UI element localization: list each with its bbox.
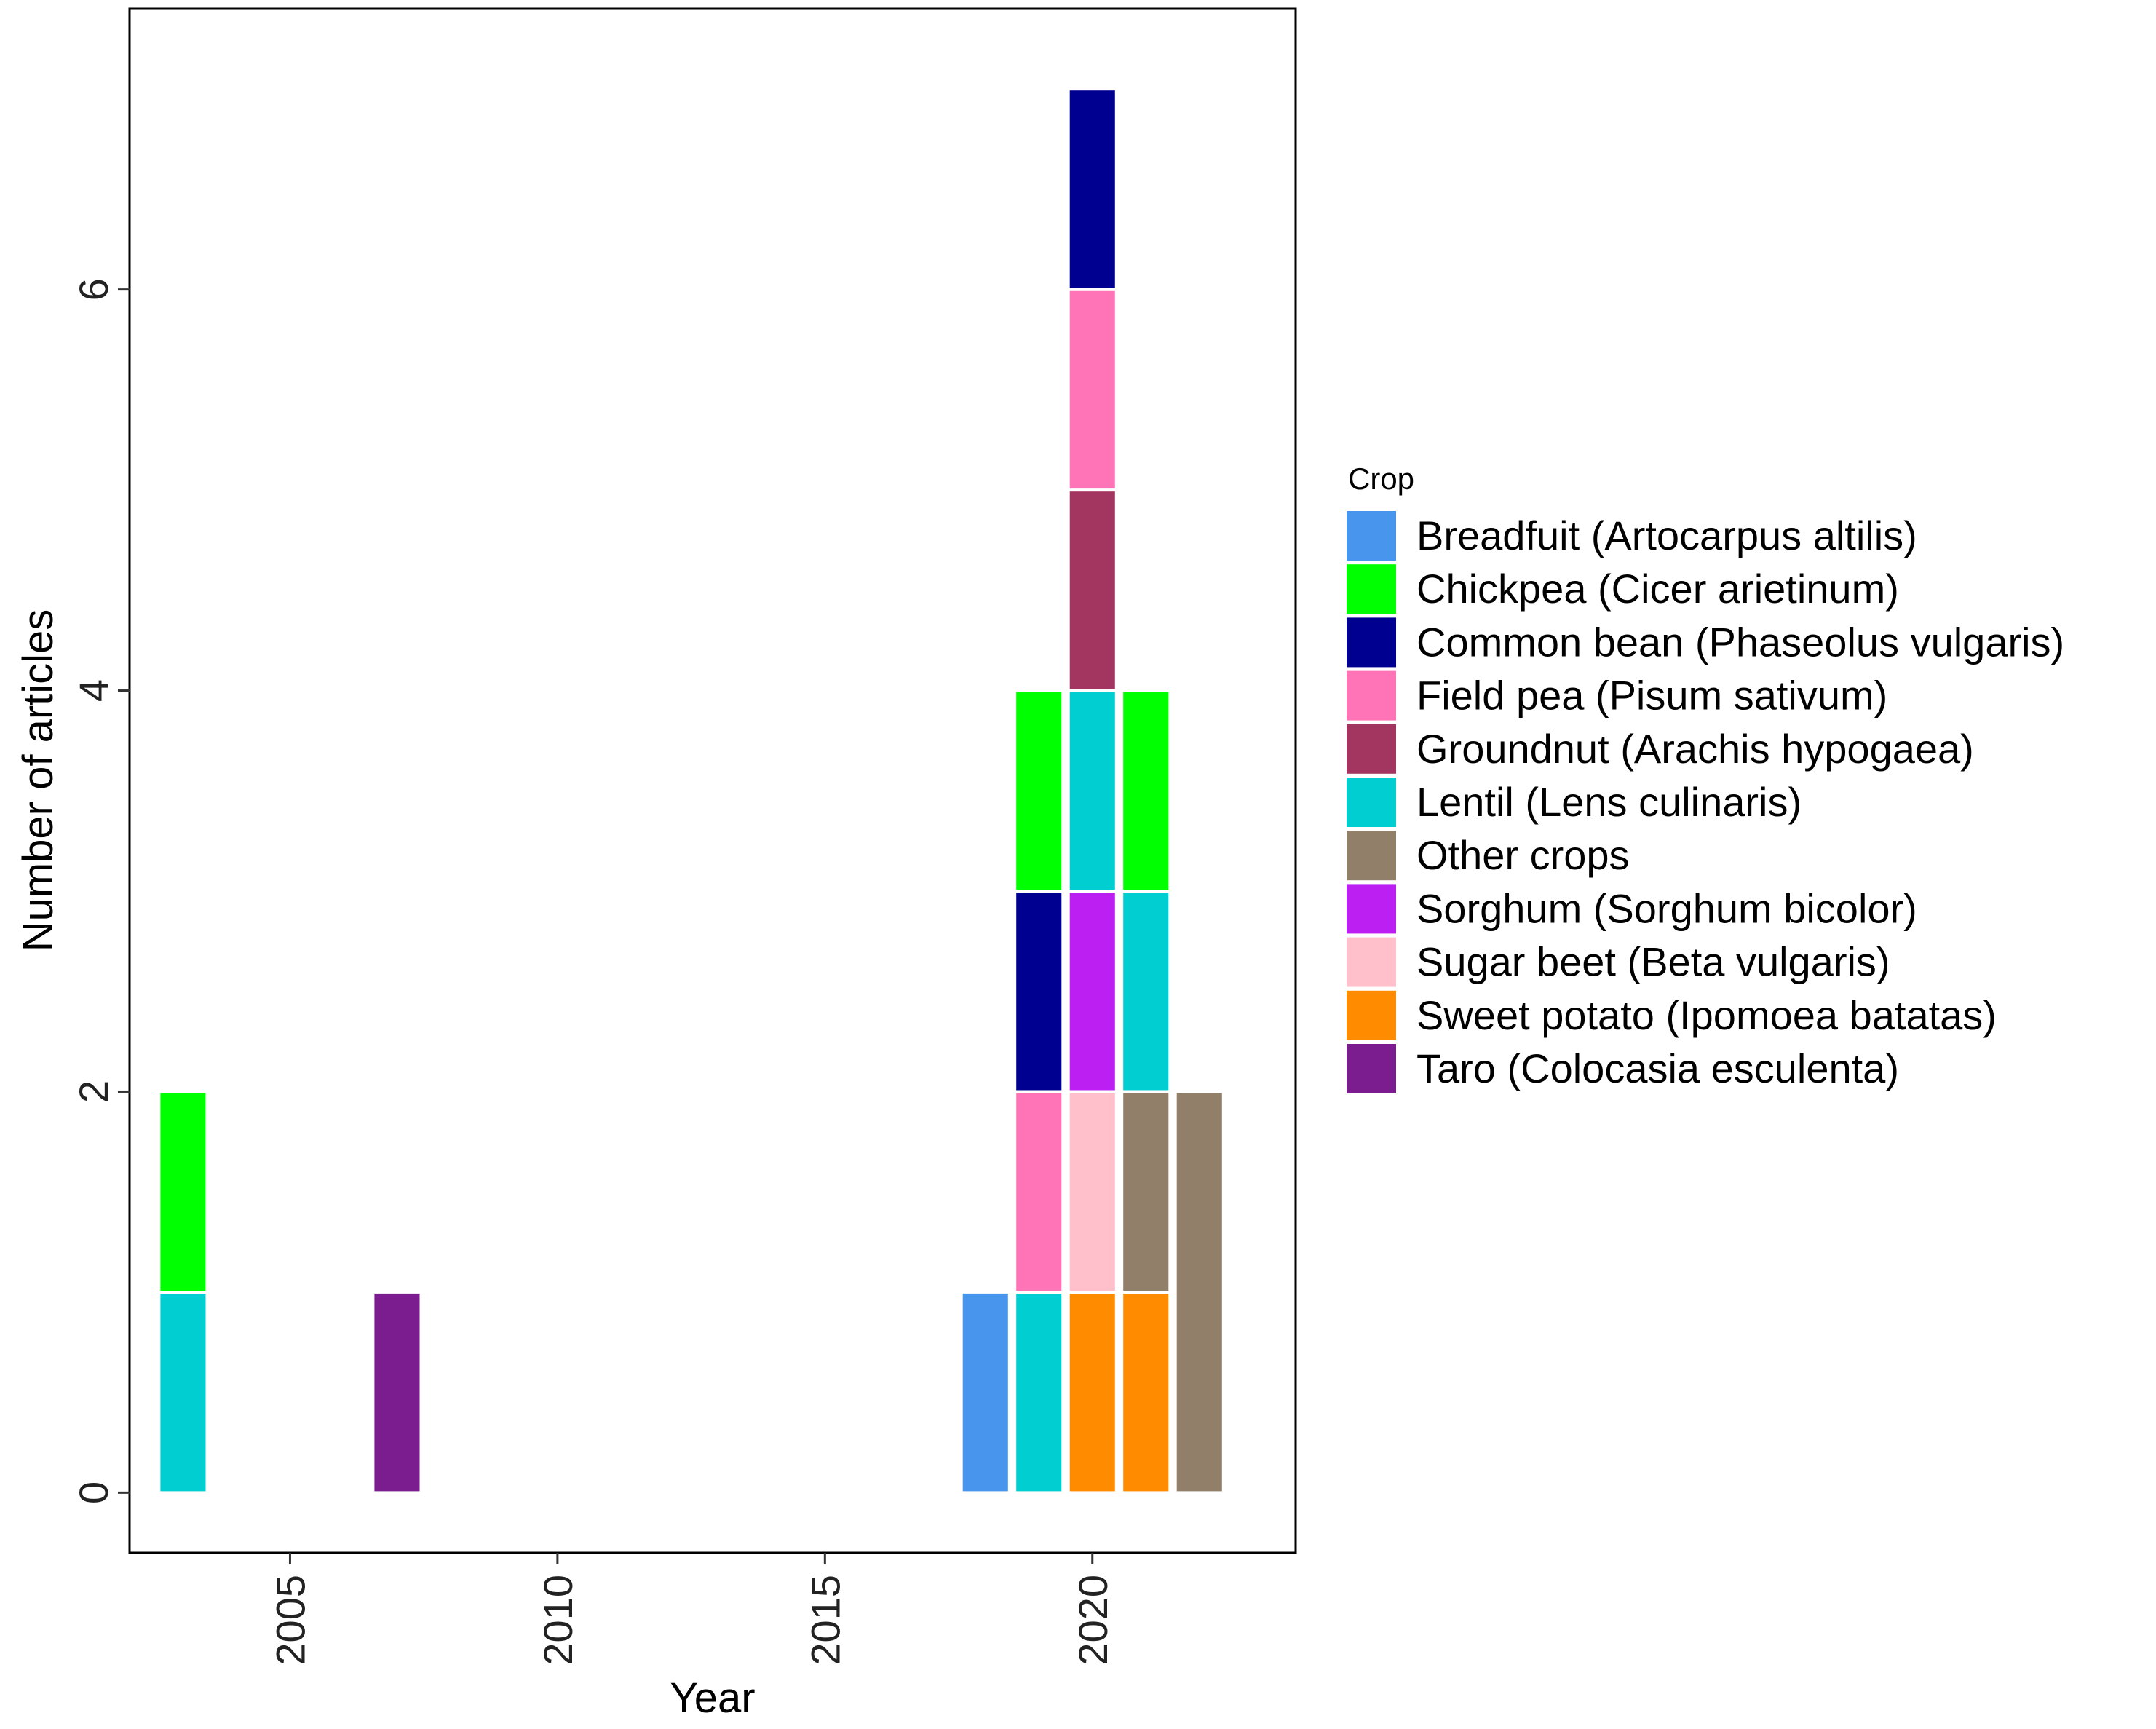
legend: Breadfuit (Artocarpus altilis) Chickpea (… bbox=[1347, 511, 2064, 1093]
bar-segment-2021-lentil bbox=[1120, 890, 1172, 1093]
legend-key-breadfruit bbox=[1347, 511, 1396, 561]
x-axis-title: Year bbox=[670, 1674, 755, 1722]
bar-segment-2020-sugar_beet bbox=[1066, 1090, 1118, 1294]
bar-segment-2019-lentil bbox=[1013, 1290, 1065, 1495]
y-tick-label-2: 2 bbox=[71, 1080, 116, 1103]
bar-segment-2020-sorghum bbox=[1066, 890, 1118, 1093]
legend-label-taro: Taro (Colocasia esculenta) bbox=[1416, 1045, 1899, 1091]
bar-segment-2020-common_bean bbox=[1066, 87, 1118, 291]
legend-label-lentil: Lentil (Lens culinaris) bbox=[1416, 779, 1802, 825]
legend-label-sweet_potato: Sweet potato (Ipomoea batatas) bbox=[1416, 992, 1997, 1038]
legend-label-sugar_beet: Sugar beet (Beta vulgaris) bbox=[1416, 939, 1890, 985]
bar-segment-2020-lentil bbox=[1066, 689, 1118, 893]
bar-segment-2022-other bbox=[1173, 1090, 1225, 1495]
legend-key-chickpea bbox=[1347, 564, 1396, 614]
bar-segment-2021-chickpea bbox=[1120, 689, 1172, 893]
bar-segment-2020-groundnut bbox=[1066, 488, 1118, 692]
y-tick-label-4: 4 bbox=[71, 679, 116, 702]
bar-segment-2003-chickpea bbox=[157, 1090, 209, 1294]
bar-segment-2019-chickpea bbox=[1013, 689, 1065, 893]
bar-segment-2019-field_pea bbox=[1013, 1090, 1065, 1294]
bar-segment-2021-sweet_potato bbox=[1120, 1290, 1172, 1495]
y-tick-label-0: 0 bbox=[71, 1481, 116, 1504]
legend-key-sugar_beet bbox=[1347, 937, 1396, 987]
legend-title: Crop bbox=[1348, 462, 1414, 496]
legend-key-groundnut bbox=[1347, 724, 1396, 774]
axis-ticks: 2005 2010 2015 2020 0 2 4 6 bbox=[71, 278, 1116, 1666]
legend-label-chickpea: Chickpea (Cicer arietinum) bbox=[1416, 566, 1899, 612]
legend-key-common_bean bbox=[1347, 617, 1396, 668]
y-axis-title: Number of articles bbox=[15, 609, 62, 952]
legend-label-sorghum: Sorghum (Sorghum bicolor) bbox=[1416, 885, 1917, 931]
legend-key-other bbox=[1347, 831, 1396, 881]
legend-label-common_bean: Common bean (Phaseolus vulgaris) bbox=[1416, 619, 2064, 665]
plot-panel-border bbox=[128, 7, 1297, 1554]
legend-label-other: Other crops bbox=[1416, 832, 1630, 878]
legend-label-breadfruit: Breadfuit (Artocarpus altilis) bbox=[1416, 513, 1917, 558]
y-tick-label-6: 6 bbox=[71, 278, 116, 301]
bar-segment-2019-common_bean bbox=[1013, 890, 1065, 1093]
x-tick-label-2010: 2010 bbox=[535, 1575, 581, 1666]
legend-label-groundnut: Groundnut (Arachis hypogaea) bbox=[1416, 726, 1974, 772]
bars-layer bbox=[157, 87, 1225, 1495]
x-tick-label-2015: 2015 bbox=[802, 1575, 848, 1666]
bar-segment-2018-breadfruit bbox=[959, 1290, 1011, 1495]
bar-segment-2007-taro bbox=[371, 1290, 423, 1495]
legend-key-field_pea bbox=[1347, 670, 1396, 721]
legend-key-lentil bbox=[1347, 778, 1396, 827]
bar-segment-2020-field_pea bbox=[1066, 288, 1118, 492]
legend-key-sweet_potato bbox=[1347, 990, 1396, 1040]
legend-key-sorghum bbox=[1347, 884, 1396, 934]
bar-segment-2003-lentil bbox=[157, 1290, 209, 1495]
legend-label-field_pea: Field pea (Pisum sativum) bbox=[1416, 673, 1887, 719]
legend-key-taro bbox=[1347, 1044, 1396, 1093]
x-tick-label-2020: 2020 bbox=[1070, 1575, 1116, 1666]
x-tick-label-2005: 2005 bbox=[267, 1575, 313, 1666]
bar-segment-2021-other bbox=[1120, 1090, 1172, 1294]
bar-segment-2020-sweet_potato bbox=[1066, 1290, 1118, 1495]
